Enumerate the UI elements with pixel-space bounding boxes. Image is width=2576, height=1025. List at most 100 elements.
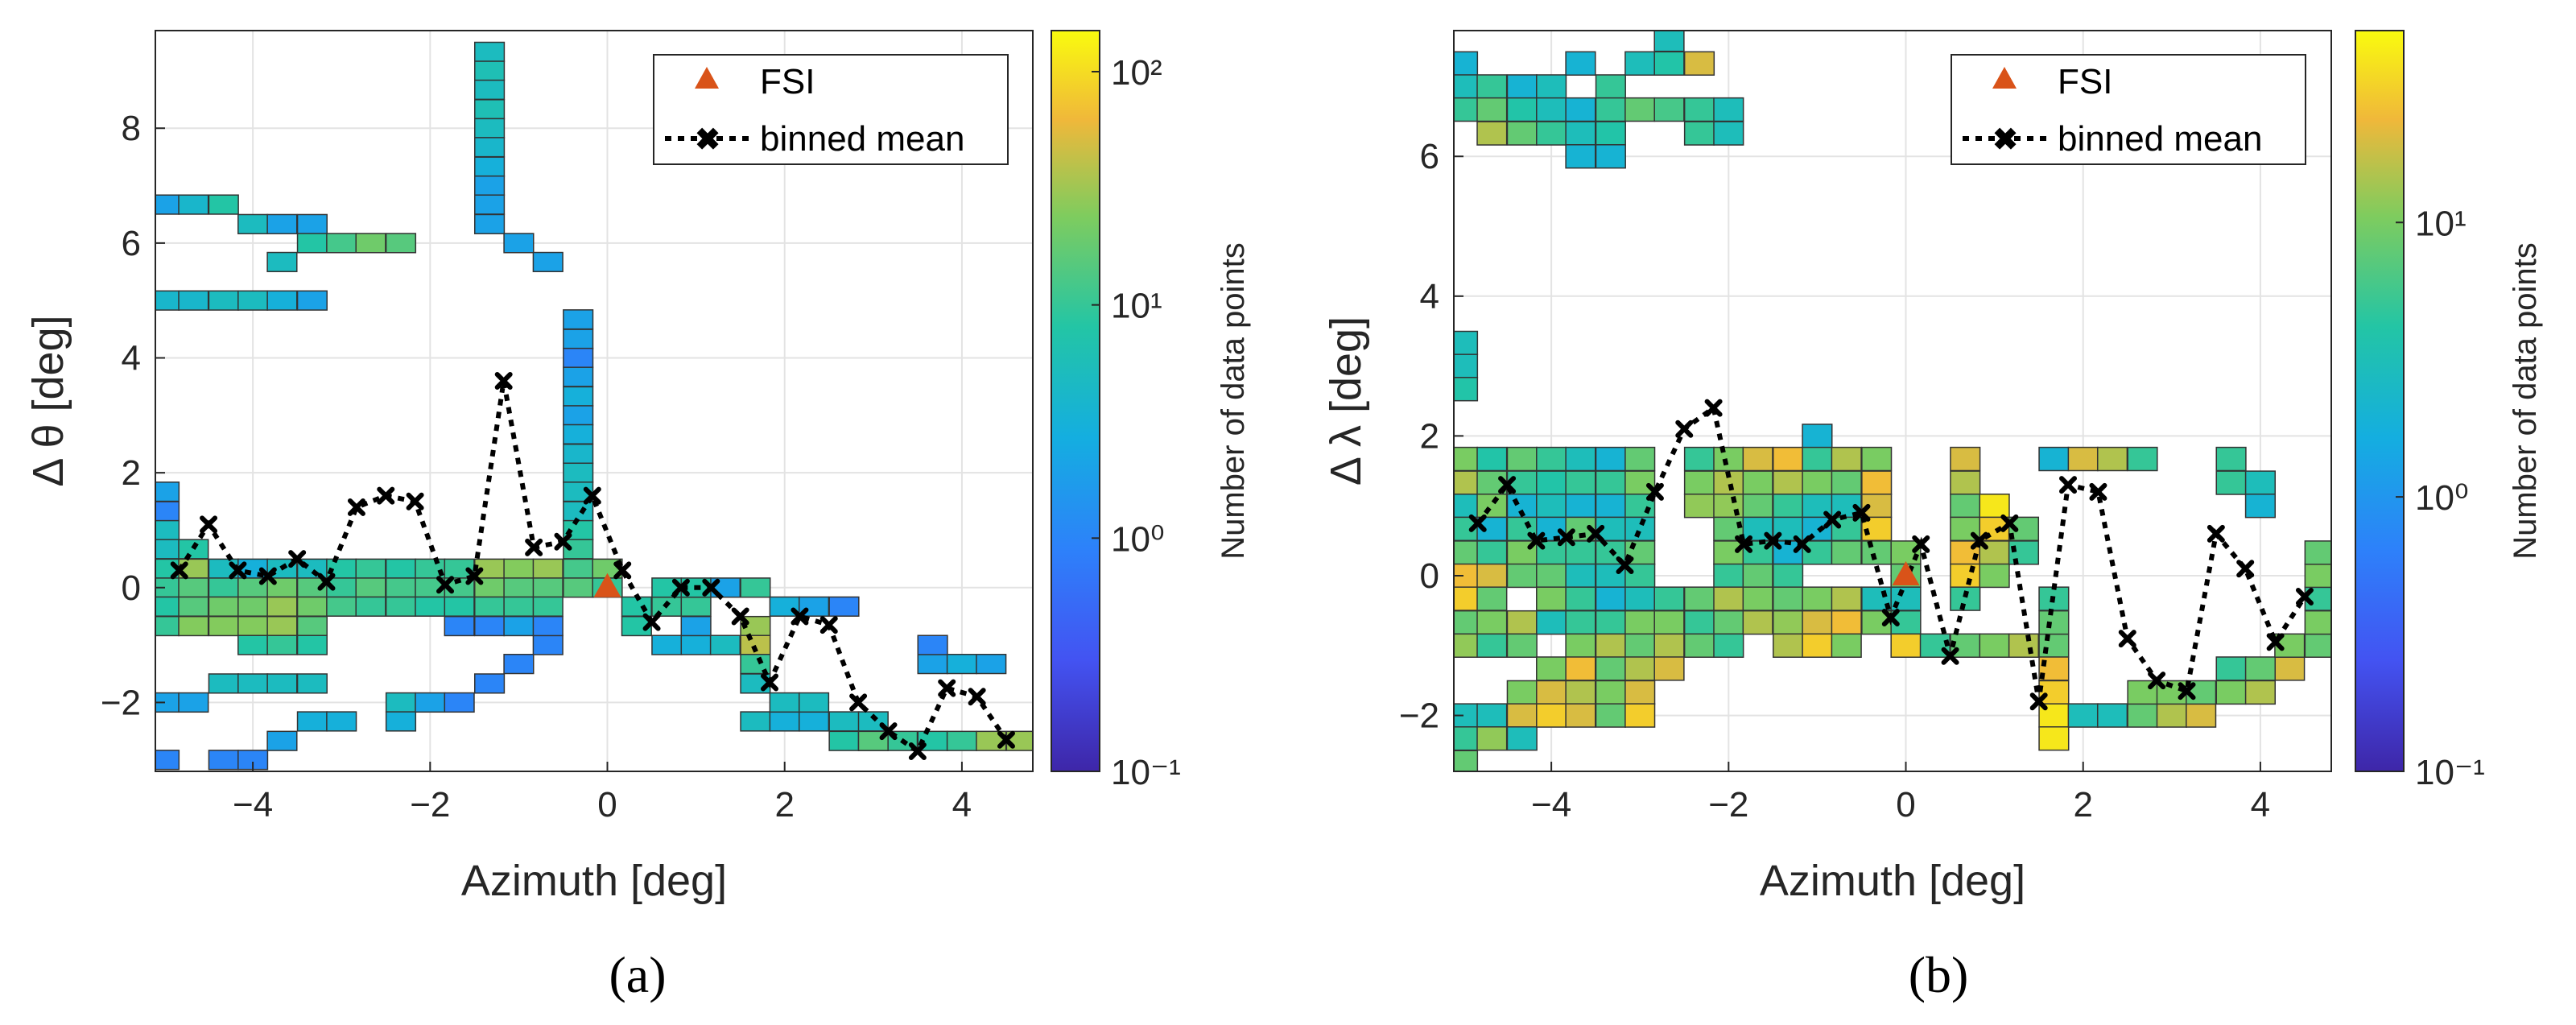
heatmap-cell <box>563 539 594 560</box>
heatmap-cell <box>1476 586 1508 611</box>
heatmap-cell <box>1653 30 1685 52</box>
heatmap-cell <box>355 233 386 254</box>
heatmap-cell <box>1595 97 1626 122</box>
heatmap-cell <box>1453 633 1479 658</box>
x-tick-label: 4 <box>952 785 972 825</box>
binned-mean-marker <box>761 673 778 692</box>
heatmap-cell <box>266 251 298 273</box>
heatmap-cell <box>2215 680 2247 705</box>
heatmap-cell <box>709 634 741 655</box>
y-axis-label-b: Δ λ [deg] <box>1322 316 1370 486</box>
heatmap-cell <box>503 558 535 579</box>
heatmap-cell <box>155 290 180 311</box>
binned-mean-series-a <box>170 372 1015 761</box>
heatmap-cell <box>1536 656 1567 681</box>
colorbar-label-b: Number of data points <box>2508 242 2543 560</box>
heatmap-cell <box>444 615 475 637</box>
heatmap-cell <box>1565 633 1596 658</box>
heatmap-cell <box>178 615 209 637</box>
binned-mean-marker <box>849 693 868 712</box>
binned-mean-marker <box>671 578 690 597</box>
binned-mean-marker <box>968 688 986 706</box>
heatmap-cell <box>1950 586 1981 611</box>
binned-mean-marker <box>258 567 277 585</box>
binned-mean-marker <box>2266 633 2285 651</box>
x-tick-label: 2 <box>774 785 794 825</box>
heatmap-cell <box>1595 656 1626 681</box>
heatmap-cell <box>1453 726 1479 751</box>
x-axis-label-b: Azimuth [deg] <box>1760 857 2025 905</box>
heatmap-cell <box>1476 563 1508 589</box>
heatmap-cell <box>2038 680 2070 705</box>
heatmap-cell <box>1624 51 1656 76</box>
heatmap-cell <box>1476 446 1508 472</box>
y-tick-label: 2 <box>122 453 141 493</box>
heatmap-cell <box>355 558 386 579</box>
heatmap-cell <box>208 615 239 637</box>
heatmap-cell <box>1683 633 1715 658</box>
heatmap-cell <box>1831 586 1862 611</box>
heatmap-cell <box>1476 74 1508 99</box>
binned-mean-marker <box>2059 476 2077 494</box>
heatmap-cell <box>1624 446 1656 472</box>
y-axis-label-a: Δ θ [deg] <box>24 315 72 486</box>
binned-mean-marker <box>2089 482 2107 501</box>
heatmap-cell <box>2067 446 2099 472</box>
binned-mean-marker <box>1735 535 1753 553</box>
binned-mean-marker <box>879 722 898 741</box>
heatmap-cell <box>1565 703 1596 728</box>
heatmap-cell <box>1802 424 1833 448</box>
heatmap-cell <box>296 634 328 655</box>
heatmap-cell <box>1653 51 1685 76</box>
heatmap-cell <box>178 290 209 311</box>
heatmap-cell <box>1683 470 1715 495</box>
heatmap-cell <box>1653 586 1685 611</box>
binned-mean-marker <box>819 616 838 634</box>
heatmap-cell <box>1453 446 1479 472</box>
heatmap-cell <box>155 596 180 617</box>
heatmap-cell <box>1565 470 1596 495</box>
binned-mean-marker <box>2029 692 2048 711</box>
binned-mean-line <box>177 380 1009 755</box>
binned-mean-marker <box>1881 609 1900 627</box>
heatmap-cell <box>563 577 594 598</box>
heatmap-cell <box>1890 633 1922 658</box>
heatmap-cell <box>155 750 180 771</box>
x-ticks-a: −4 −2 0 2 4 <box>233 762 972 825</box>
heatmap-cell <box>1506 633 1538 658</box>
binned-mean-marker <box>642 613 661 631</box>
heatmap-cell <box>1624 516 1656 542</box>
heatmap-cell <box>237 673 269 694</box>
heatmap-cell <box>1536 610 1567 635</box>
heatmap-cell <box>178 692 209 713</box>
binned-mean-marker <box>1823 510 1842 529</box>
heatmap-cell <box>1713 610 1744 635</box>
heatmap-cell <box>1624 470 1656 495</box>
x-tick-label: 0 <box>597 785 617 825</box>
heatmap-cell <box>1506 121 1538 146</box>
heatmap-cell <box>1565 586 1596 611</box>
heatmap-cell <box>1624 680 1656 705</box>
fsi-marker <box>1892 560 1920 585</box>
legend-fsi-marker-b <box>1992 67 2017 89</box>
heatmap-cell <box>1595 680 1626 705</box>
binned-mean-marker <box>2148 672 2166 690</box>
colorbar-tick-label: 10⁰ <box>1111 519 1165 559</box>
heatmap-cell <box>1476 121 1508 146</box>
y-tick-label: 4 <box>1420 277 1439 316</box>
legend-fsi-label-a: FSI <box>760 62 815 101</box>
heatmap-cell <box>1453 750 1479 772</box>
heatmap-cell <box>1713 446 1744 472</box>
heatmap-cell <box>1595 446 1626 472</box>
heatmap-cell <box>473 175 506 196</box>
heatmap-cell <box>1950 446 1981 472</box>
heatmap-cell <box>917 654 948 675</box>
binned-mean-marker <box>436 576 455 594</box>
heatmap-cell <box>1565 680 1596 705</box>
heatmap-cell <box>1831 540 1862 565</box>
heatmap-cell <box>1772 493 1804 519</box>
heatmap-cell <box>296 673 328 694</box>
heatmap-cell <box>1624 703 1656 728</box>
heatmap-cell <box>1595 470 1626 495</box>
heatmap-cell <box>296 290 328 311</box>
